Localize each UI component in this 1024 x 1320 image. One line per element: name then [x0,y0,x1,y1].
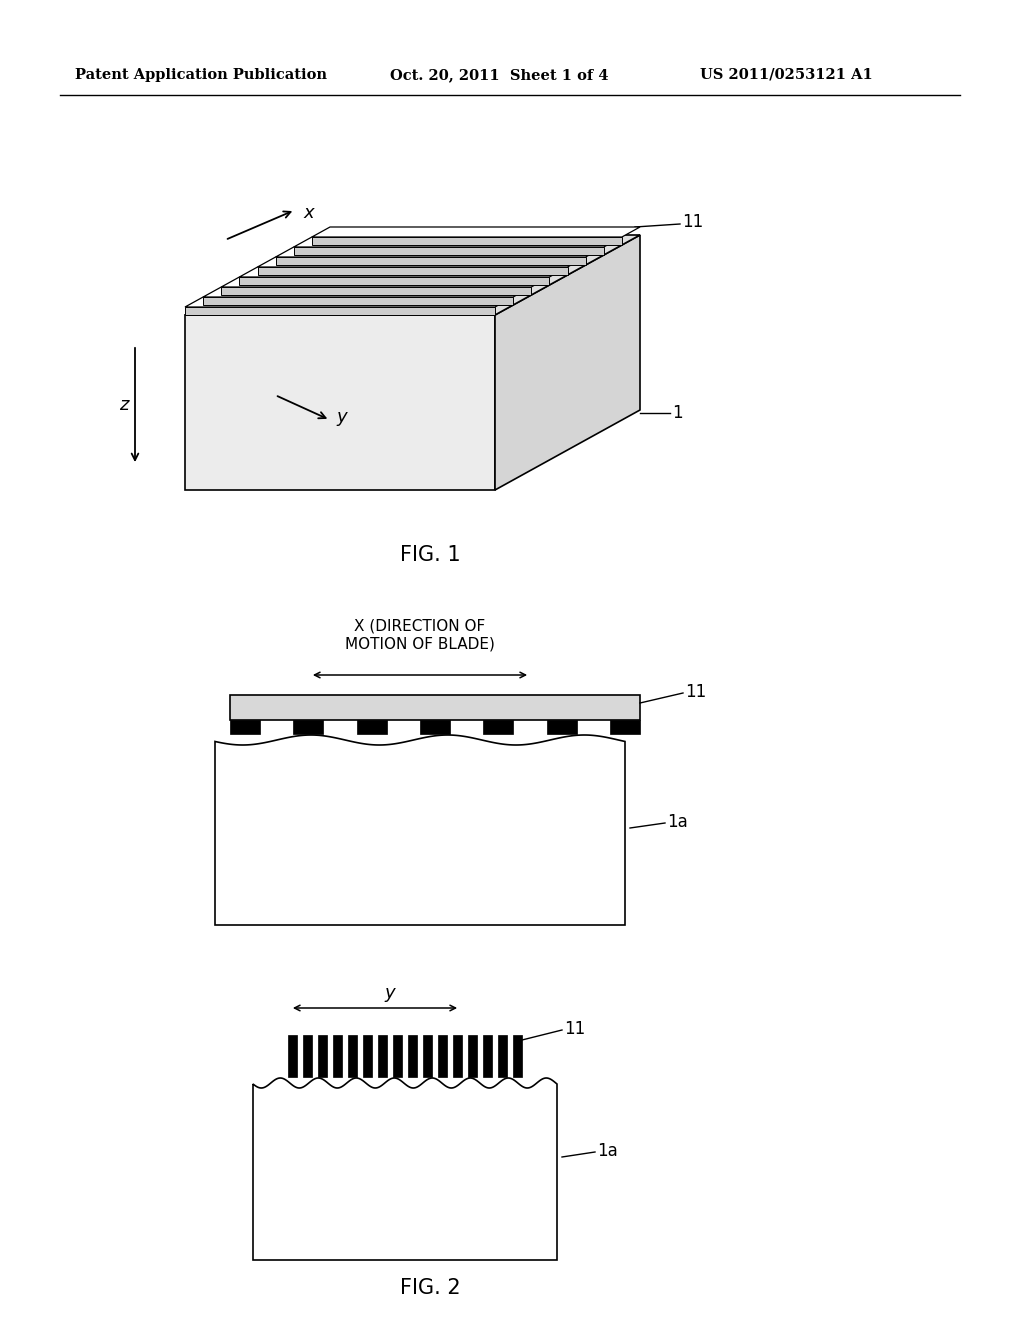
Polygon shape [240,277,549,285]
Text: 11: 11 [682,213,703,231]
Polygon shape [483,1035,492,1077]
Polygon shape [185,308,495,315]
Text: X (DIRECTION OF
MOTION OF BLADE): X (DIRECTION OF MOTION OF BLADE) [345,619,495,651]
Text: US 2011/0253121 A1: US 2011/0253121 A1 [700,69,872,82]
Polygon shape [547,719,577,734]
Text: 1a: 1a [597,1142,617,1160]
Polygon shape [275,247,604,257]
Polygon shape [362,1035,372,1077]
Polygon shape [215,735,625,925]
Polygon shape [275,257,586,265]
Text: y: y [336,408,347,426]
Text: Patent Application Publication: Patent Application Publication [75,69,327,82]
Polygon shape [230,719,260,734]
Polygon shape [348,1035,357,1077]
Polygon shape [185,297,513,308]
Polygon shape [378,1035,387,1077]
Polygon shape [453,1035,462,1077]
Polygon shape [420,719,450,734]
Polygon shape [513,1035,522,1077]
Polygon shape [221,286,531,294]
Polygon shape [356,719,387,734]
Text: y: y [385,983,395,1002]
Polygon shape [257,257,586,267]
Text: 1a: 1a [667,813,688,832]
Polygon shape [483,719,513,734]
Polygon shape [498,1035,507,1077]
Polygon shape [257,267,567,275]
Polygon shape [230,696,640,719]
Polygon shape [312,238,622,246]
Polygon shape [221,277,549,286]
Text: Oct. 20, 2011  Sheet 1 of 4: Oct. 20, 2011 Sheet 1 of 4 [390,69,608,82]
Text: 11: 11 [685,682,707,701]
Polygon shape [303,1035,312,1077]
Text: 1: 1 [672,404,683,421]
Polygon shape [293,719,324,734]
Text: 11: 11 [564,1020,586,1038]
Polygon shape [468,1035,477,1077]
Polygon shape [288,1035,297,1077]
Polygon shape [393,1035,402,1077]
Polygon shape [240,267,567,277]
Polygon shape [203,286,531,297]
Text: z: z [119,396,128,414]
Polygon shape [423,1035,432,1077]
Polygon shape [185,235,640,315]
Polygon shape [253,1078,557,1261]
Polygon shape [333,1035,342,1077]
Polygon shape [203,297,513,305]
Polygon shape [438,1035,447,1077]
Text: FIG. 2: FIG. 2 [399,1278,461,1298]
Polygon shape [408,1035,417,1077]
Polygon shape [294,238,622,247]
Polygon shape [185,315,495,490]
Text: FIG. 1: FIG. 1 [399,545,461,565]
Polygon shape [318,1035,327,1077]
Polygon shape [294,247,604,255]
Polygon shape [610,719,640,734]
Text: x: x [303,205,313,222]
Polygon shape [312,227,640,238]
Polygon shape [495,235,640,490]
